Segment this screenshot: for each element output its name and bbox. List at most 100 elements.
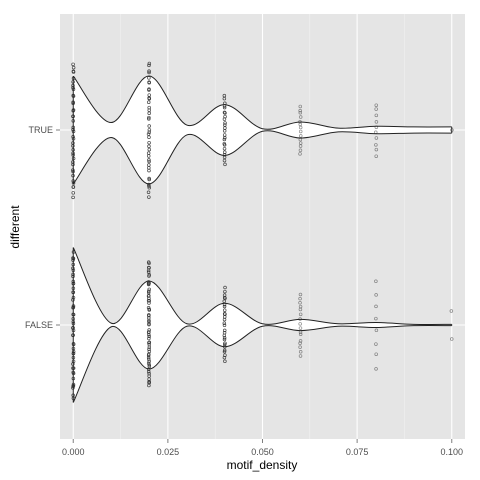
data-point	[147, 182, 151, 187]
data-point	[147, 313, 151, 318]
data-point	[223, 289, 227, 294]
data-point	[147, 299, 152, 303]
data-point	[298, 350, 303, 354]
data-point	[146, 330, 151, 334]
data-point	[298, 108, 302, 113]
data-point	[71, 195, 75, 200]
data-point	[374, 107, 378, 111]
data-point	[222, 317, 227, 322]
x-tick-label: 0.000	[62, 447, 85, 457]
violin-fill-true	[73, 76, 452, 184]
data-point	[374, 120, 379, 124]
data-point	[147, 69, 151, 73]
data-point	[147, 158, 151, 162]
data-point	[374, 279, 378, 284]
data-point	[146, 353, 151, 357]
data-point	[71, 65, 76, 70]
data-point	[223, 121, 227, 125]
data-point	[298, 144, 303, 148]
data-point	[147, 124, 151, 128]
data-point	[298, 122, 303, 127]
data-point	[222, 129, 227, 133]
data-point	[147, 81, 151, 85]
data-point	[298, 326, 303, 330]
data-point	[147, 340, 152, 345]
data-point	[298, 292, 303, 297]
x-tick-label: 0.050	[251, 447, 274, 457]
data-point	[147, 168, 151, 173]
data-point	[222, 117, 227, 121]
data-point	[222, 304, 227, 309]
data-point	[146, 268, 151, 273]
data-point	[298, 332, 303, 337]
data-point	[147, 359, 151, 364]
data-point	[147, 261, 151, 266]
x-tick-label: 0.100	[440, 447, 463, 457]
data-point	[147, 340, 151, 345]
data-point	[147, 357, 151, 361]
data-point	[147, 177, 151, 182]
data-point	[222, 105, 227, 110]
data-point	[298, 341, 302, 346]
data-point	[146, 282, 151, 287]
data-point	[223, 296, 227, 301]
data-point	[298, 322, 302, 326]
data-point	[147, 128, 152, 132]
data-point	[222, 158, 227, 163]
data-point	[147, 332, 151, 337]
data-point	[223, 285, 227, 290]
y-tick-label-true: TRUE	[29, 125, 54, 135]
data-point	[374, 342, 378, 346]
data-point	[147, 87, 151, 91]
data-point	[223, 162, 227, 167]
data-point	[147, 274, 151, 278]
data-point	[147, 63, 151, 68]
data-point	[374, 304, 378, 309]
data-point	[374, 147, 379, 152]
data-point	[450, 337, 454, 341]
data-point	[298, 129, 303, 134]
data-point	[147, 61, 152, 66]
data-point	[146, 154, 151, 158]
data-point	[71, 185, 76, 189]
violin-outline-top-false	[72, 247, 452, 326]
data-point	[147, 345, 152, 350]
data-point	[147, 383, 151, 388]
violin-outline-bottom-true	[72, 130, 452, 185]
data-point	[147, 70, 151, 75]
data-point	[147, 328, 151, 332]
data-point	[146, 361, 151, 366]
x-tick-label: 0.025	[157, 447, 180, 457]
data-point	[449, 309, 454, 313]
data-point	[147, 321, 151, 326]
data-point	[147, 334, 151, 339]
data-point	[298, 125, 303, 130]
data-point	[147, 363, 152, 367]
data-point	[146, 370, 151, 374]
data-point	[71, 70, 76, 74]
data-point	[222, 337, 227, 342]
data-point	[222, 355, 227, 360]
data-point	[374, 143, 378, 147]
data-point	[147, 308, 152, 312]
data-point	[222, 321, 227, 325]
violin-outline-top-true	[72, 75, 452, 130]
data-point	[147, 117, 151, 121]
data-point	[374, 367, 378, 371]
y-axis-title: different	[8, 205, 22, 249]
data-point	[146, 132, 151, 136]
data-point	[374, 293, 378, 297]
data-point	[222, 299, 227, 304]
data-point	[374, 103, 379, 107]
data-point	[146, 190, 151, 195]
data-point	[222, 96, 227, 101]
data-point	[147, 97, 152, 101]
data-point	[71, 191, 76, 195]
data-point	[374, 328, 379, 333]
violin-outline-bottom-false	[72, 324, 452, 403]
data-point	[298, 148, 303, 153]
data-point	[146, 289, 151, 293]
data-point	[222, 348, 227, 353]
x-axis-title: motif_density	[227, 458, 298, 472]
data-point	[147, 195, 151, 199]
